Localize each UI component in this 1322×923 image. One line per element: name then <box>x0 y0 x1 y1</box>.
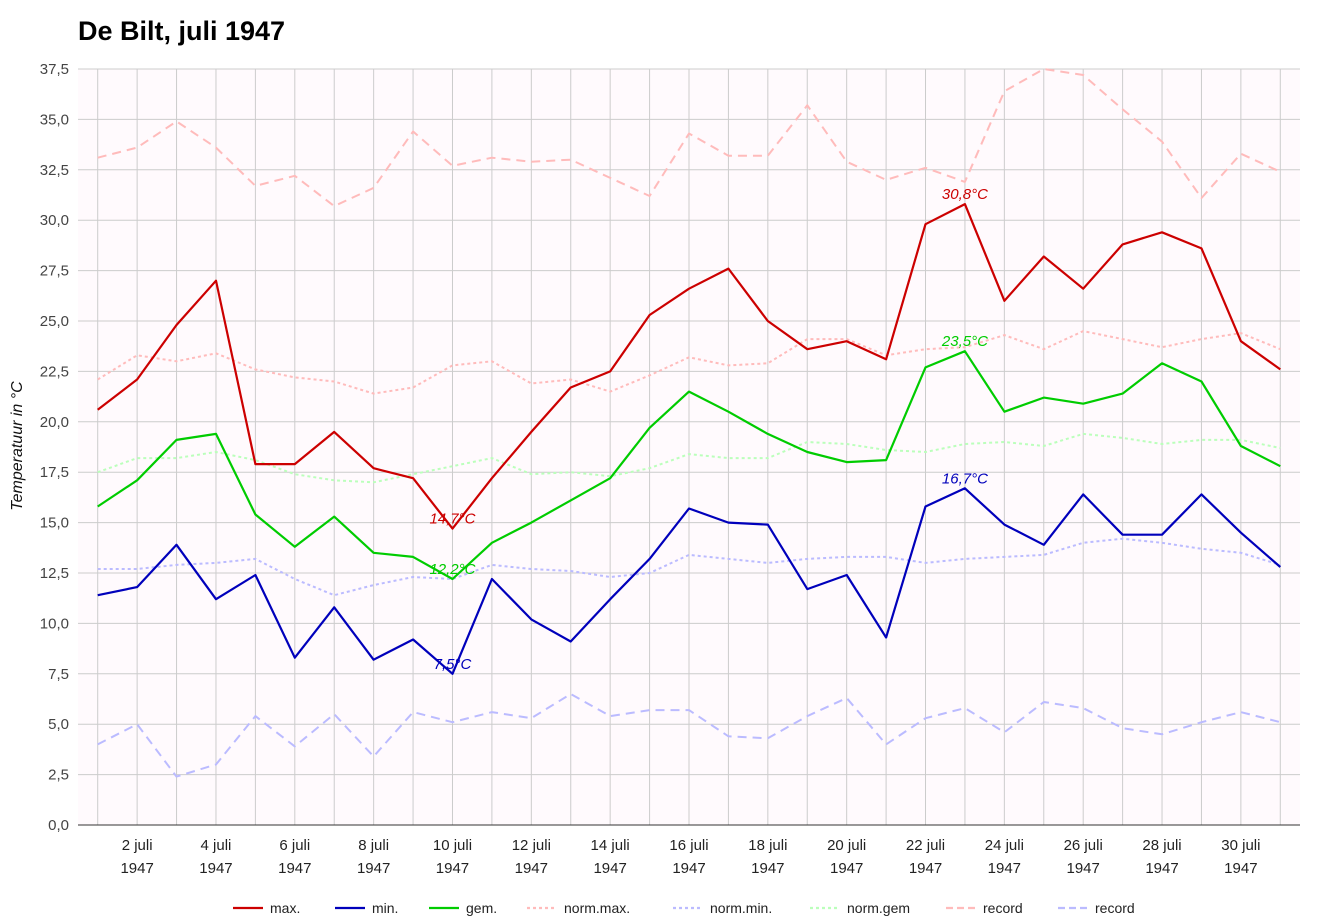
x-tick-label-year: 1947 <box>436 860 469 877</box>
annotation-label: 16,7°C <box>942 470 988 487</box>
y-tick-label: 37,5 <box>40 61 69 78</box>
legend-label[interactable]: record <box>1095 900 1135 916</box>
x-tick-label-year: 1947 <box>199 860 232 877</box>
legend-label[interactable]: norm.gem <box>847 900 910 916</box>
x-tick-label: 16 juli <box>669 837 708 854</box>
x-tick-label: 12 juli <box>512 837 551 854</box>
x-tick-label-year: 1947 <box>357 860 390 877</box>
x-tick-label: 2 juli <box>122 837 153 854</box>
x-tick-label-year: 1947 <box>278 860 311 877</box>
x-tick-label-year: 1947 <box>515 860 548 877</box>
x-tick-label: 18 juli <box>748 837 787 854</box>
legend-label[interactable]: record <box>983 900 1023 916</box>
y-tick-label: 27,5 <box>40 263 69 280</box>
chart-title: De Bilt, juli 1947 <box>78 16 286 46</box>
x-tick-label: 30 juli <box>1221 837 1260 854</box>
y-axis-label: Temperatuur in °C <box>9 381 26 511</box>
x-tick-label: 26 juli <box>1064 837 1103 854</box>
y-tick-label: 5,0 <box>48 716 69 733</box>
series-line-max <box>97 203 1281 530</box>
y-tick-label: 10,0 <box>40 615 69 632</box>
y-tick-label: 12,5 <box>40 565 69 582</box>
y-tick-label: 7,5 <box>48 666 69 683</box>
x-tick-label: 22 juli <box>906 837 945 854</box>
legend-label[interactable]: max. <box>270 900 300 916</box>
y-tick-label: 32,5 <box>40 162 69 179</box>
annotation-label: 14,7°C <box>429 511 475 528</box>
x-tick-label-year: 1947 <box>830 860 863 877</box>
x-tick-label: 28 juli <box>1142 837 1181 854</box>
annotation-label: 30,8°C <box>942 186 988 203</box>
series-line-record <box>97 693 1281 778</box>
legend-label[interactable]: gem. <box>466 900 497 916</box>
x-tick-label: 24 juli <box>985 837 1024 854</box>
x-tick-label: 4 juli <box>201 837 232 854</box>
annotation-label: 23,5°C <box>941 333 988 350</box>
y-tick-label: 2,5 <box>48 767 69 784</box>
legend: max. min. gem. norm.max. norm.min. norm.gem re… <box>233 900 1135 916</box>
series-line-gem <box>97 350 1281 581</box>
series-line-record <box>97 68 1281 208</box>
x-tick-label-year: 1947 <box>1067 860 1100 877</box>
x-axis-ticks: 2 juli 1947 4 juli 1947 6 juli 1947 8 juli 1947… <box>120 837 1260 877</box>
y-tick-label: 20,0 <box>40 414 69 431</box>
x-tick-label: 6 juli <box>279 837 310 854</box>
y-tick-label: 0,0 <box>48 817 69 834</box>
y-tick-label: 17,5 <box>40 464 69 481</box>
y-axis-ticks: 0,0 2,5 5,0 7,5 10,0 12,5 15,0 17,5 20,0 22,5 25,0… <box>40 61 69 834</box>
annotation-label: 7,5°C <box>434 656 472 673</box>
series-line-norm-gem <box>97 432 1281 484</box>
grid <box>78 68 1300 826</box>
series-line-min <box>97 487 1282 675</box>
y-tick-label: 25,0 <box>40 313 69 330</box>
x-tick-label: 14 juli <box>591 837 630 854</box>
y-tick-label: 35,0 <box>40 111 69 128</box>
y-tick-label: 15,0 <box>40 515 69 532</box>
legend-label[interactable]: min. <box>372 900 398 916</box>
x-tick-label: 8 juli <box>358 837 389 854</box>
annotations: 30,8°C 14,7°C 23,5°C 12,2°C 16,7°C 7,5°C <box>429 186 988 673</box>
y-tick-label: 30,0 <box>40 212 69 229</box>
x-tick-label-year: 1947 <box>120 860 153 877</box>
legend-label[interactable]: norm.min. <box>710 900 772 916</box>
x-tick-label-year: 1947 <box>751 860 784 877</box>
annotation-label: 12,2°C <box>429 561 475 578</box>
x-tick-label-year: 1947 <box>672 860 705 877</box>
legend-label[interactable]: norm.max. <box>564 900 630 916</box>
x-tick-label-year: 1947 <box>909 860 942 877</box>
x-tick-label-year: 1947 <box>988 860 1021 877</box>
y-tick-label: 22,5 <box>40 363 69 380</box>
x-tick-label-year: 1947 <box>593 860 626 877</box>
series-lines <box>97 68 1282 778</box>
x-tick-label-year: 1947 <box>1145 860 1178 877</box>
x-tick-label: 10 juli <box>433 837 472 854</box>
x-tick-label-year: 1947 <box>1224 860 1257 877</box>
series-line-norm-max <box>97 330 1281 395</box>
x-tick-label: 20 juli <box>827 837 866 854</box>
